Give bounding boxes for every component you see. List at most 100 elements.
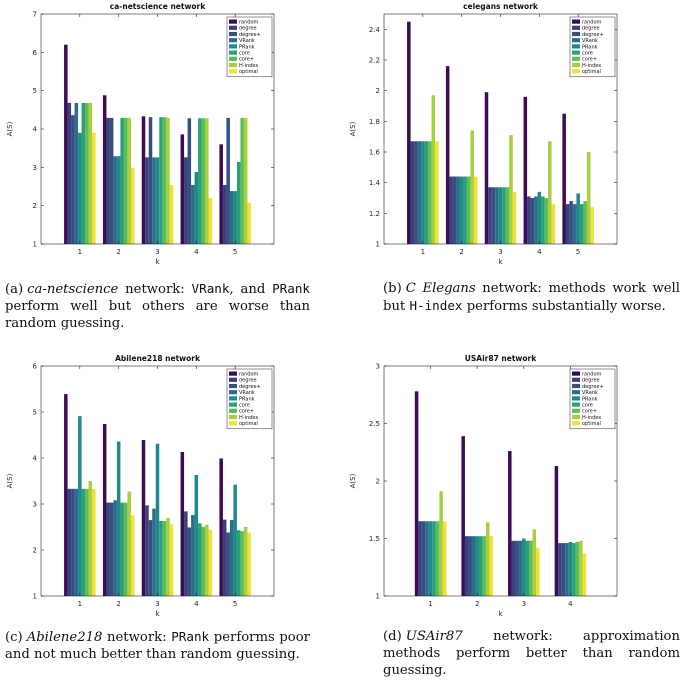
bar-core+ bbox=[123, 117, 128, 244]
bar-degree bbox=[527, 196, 531, 244]
legend-swatch bbox=[572, 396, 580, 401]
bar-degree+ bbox=[421, 521, 426, 596]
y-tick-label: 1.6 bbox=[369, 149, 381, 157]
x-tick-label: 2 bbox=[475, 600, 479, 608]
legend-label: core bbox=[582, 403, 593, 409]
bar-random bbox=[141, 116, 146, 244]
bar-PRank bbox=[78, 416, 82, 596]
x-tick-label: 5 bbox=[233, 248, 237, 256]
bar-random bbox=[180, 452, 185, 596]
legend-label: PRank bbox=[582, 44, 598, 50]
legend-swatch bbox=[572, 414, 580, 420]
bar-random bbox=[508, 451, 512, 596]
bar-degree bbox=[488, 187, 492, 244]
bar-PRank bbox=[498, 187, 503, 244]
chart-svg: 1 2 3 4 5 6 7 1 2 3 4 5 ca-netscience network k A(S) ra… bbox=[6, 2, 275, 266]
legend-swatch bbox=[572, 38, 580, 43]
bar-degree+ bbox=[187, 527, 192, 596]
bar-degree+ bbox=[71, 115, 75, 244]
legend-swatch bbox=[572, 44, 580, 49]
caption-label: (c) bbox=[5, 630, 23, 645]
y-tick-label: 6 bbox=[33, 49, 38, 57]
legend-label: random bbox=[239, 372, 259, 378]
bar-degree bbox=[511, 540, 516, 596]
bar-PRank bbox=[568, 541, 573, 596]
bar-degree+ bbox=[187, 118, 192, 244]
bar-optimal bbox=[590, 207, 594, 244]
bar-core bbox=[502, 187, 506, 244]
y-axis-label: A(S) bbox=[6, 473, 14, 488]
bar-VRank bbox=[74, 102, 79, 245]
bar-optimal bbox=[582, 553, 587, 596]
y-tick-label: 2.2 bbox=[369, 57, 380, 65]
y-tick-label: 1 bbox=[33, 593, 37, 601]
chart-title: Abilene218 network bbox=[115, 354, 201, 363]
bar-random bbox=[523, 96, 528, 244]
bar-core bbox=[236, 530, 241, 596]
caption-italic: ca-netscience bbox=[27, 282, 119, 297]
y-tick-label: 2 bbox=[33, 202, 37, 210]
bar-PRank bbox=[233, 484, 237, 596]
bar-VRank bbox=[74, 488, 79, 596]
bar-degree+ bbox=[109, 117, 114, 244]
bar-core+ bbox=[162, 521, 167, 596]
bar-VRank bbox=[417, 141, 422, 244]
bar-random bbox=[461, 436, 465, 596]
legend-swatch bbox=[572, 402, 580, 407]
bar-PRank bbox=[421, 141, 425, 244]
bar-H-index bbox=[485, 522, 490, 596]
bar-core bbox=[81, 102, 86, 245]
bar-core bbox=[478, 536, 483, 596]
bar-core bbox=[424, 141, 429, 244]
bar-degree+ bbox=[109, 502, 114, 596]
caption-a: (a) ca-netscience network: VRank, and PRa… bbox=[5, 280, 310, 332]
bar-random bbox=[102, 423, 107, 596]
x-tick-label: 1 bbox=[78, 248, 82, 256]
caption-method: PRank bbox=[272, 281, 310, 296]
legend-label: degree bbox=[582, 26, 600, 32]
legend-swatch bbox=[572, 31, 580, 37]
bar-random bbox=[102, 95, 107, 245]
bar-optimal bbox=[489, 536, 493, 596]
legend-label: degree+ bbox=[239, 32, 261, 38]
chart-title: USAir87 network bbox=[465, 354, 537, 363]
legend-swatch bbox=[229, 62, 237, 68]
chart-svg: 1 1.2 1.4 1.6 1.8 2 2.2 2.4 1 2 3 4 5 celegans networ… bbox=[349, 2, 618, 266]
bar-VRank bbox=[229, 520, 234, 596]
bar-optimal bbox=[473, 176, 478, 244]
caption-text: network: bbox=[118, 282, 192, 297]
legend-swatch bbox=[572, 408, 580, 413]
x-axis-label: k bbox=[155, 258, 160, 266]
legend-label: degree bbox=[582, 378, 600, 384]
bar-PRank bbox=[155, 157, 160, 244]
bar-core+ bbox=[201, 118, 206, 244]
bar-random bbox=[414, 391, 419, 596]
bar-H-index bbox=[205, 118, 209, 244]
legend-swatch bbox=[229, 402, 237, 407]
legend-swatch bbox=[572, 371, 580, 376]
legend-swatch bbox=[229, 19, 237, 24]
bar-core bbox=[432, 521, 436, 596]
legend-label: PRank bbox=[239, 44, 255, 50]
bar-degree bbox=[145, 505, 149, 596]
legend-label: degree+ bbox=[582, 32, 604, 38]
legend-label: H-index bbox=[582, 415, 601, 421]
bar-core bbox=[159, 117, 163, 244]
legend-label: optimal bbox=[582, 69, 601, 75]
legend-swatch bbox=[572, 19, 580, 24]
bar-degree bbox=[184, 157, 188, 244]
y-tick-label: 2.4 bbox=[369, 26, 381, 34]
bar-PRank bbox=[194, 171, 199, 244]
y-tick-label: 2 bbox=[33, 547, 37, 555]
bar-H-index bbox=[166, 117, 170, 244]
caption-text: network: bbox=[102, 630, 172, 645]
bar-H-index bbox=[88, 481, 93, 596]
caption-italic: Abilene218 bbox=[26, 630, 103, 645]
caption-text: perform well but others are worse than r… bbox=[5, 299, 310, 331]
bar-PRank bbox=[155, 443, 160, 596]
legend-swatch bbox=[229, 69, 237, 74]
bar-VRank bbox=[565, 543, 569, 596]
bar-PRank bbox=[537, 191, 542, 244]
y-tick-label: 3 bbox=[33, 164, 37, 172]
